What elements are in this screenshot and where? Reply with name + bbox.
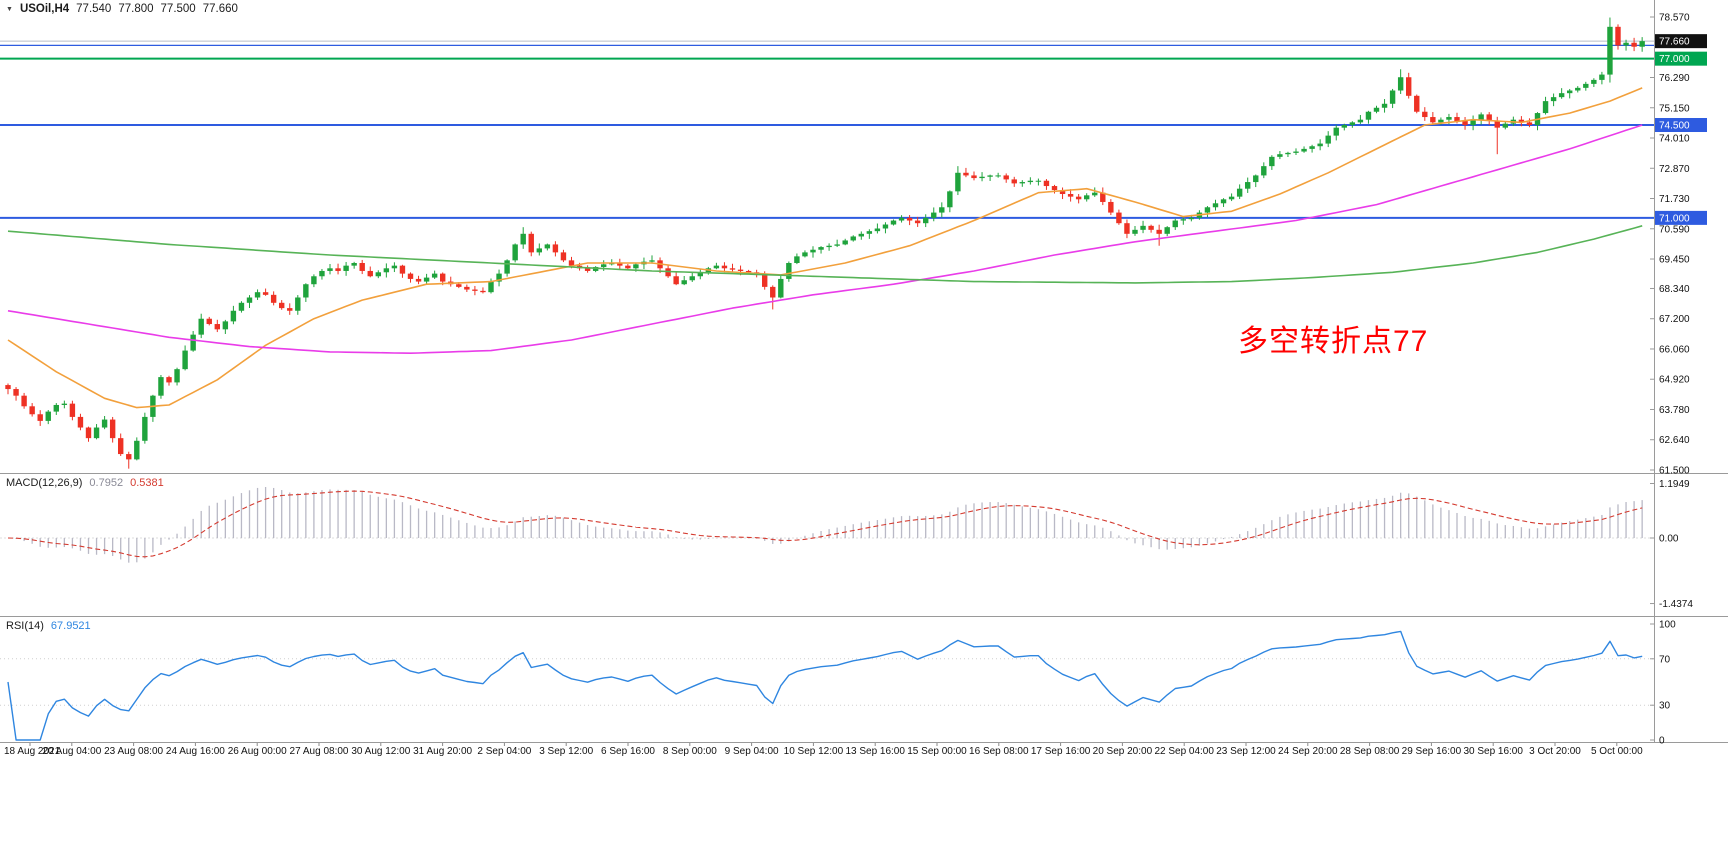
svg-text:67.200: 67.200 <box>1659 314 1690 325</box>
time-label: 27 Aug 08:00 <box>289 746 349 757</box>
macd-main-value: 0.7952 <box>89 477 124 489</box>
svg-text:30: 30 <box>1659 701 1671 712</box>
chart-dropdown-icon[interactable]: ▼ <box>6 5 13 13</box>
macd-signal-value: 0.5381 <box>130 477 164 489</box>
time-label: 8 Sep 00:00 <box>662 746 717 757</box>
svg-text:72.870: 72.870 <box>1659 164 1690 175</box>
svg-text:62.640: 62.640 <box>1659 435 1690 446</box>
price-axis[interactable] <box>1655 0 1728 766</box>
svg-text:-1.4374: -1.4374 <box>1659 599 1693 610</box>
time-label: 9 Sep 04:00 <box>724 746 779 757</box>
time-label: 10 Sep 12:00 <box>783 746 844 757</box>
time-label: 20 Sep 20:00 <box>1092 746 1153 757</box>
svg-text:61.500: 61.500 <box>1659 465 1690 476</box>
svg-text:76.290: 76.290 <box>1659 73 1690 84</box>
time-label: 22 Sep 04:00 <box>1154 746 1214 757</box>
svg-text:70: 70 <box>1659 654 1671 665</box>
time-label: 13 Sep 16:00 <box>845 746 905 757</box>
time-label: 30 Sep 16:00 <box>1463 746 1523 757</box>
quote-close: 77.660 <box>202 3 238 15</box>
symbol-period-label: USOil,H4 <box>19 3 70 15</box>
macd-indicator-label: MACD(12,26,9) <box>6 477 83 489</box>
rsi-indicator-label: RSI(14) <box>6 620 44 632</box>
svg-text:1.1949: 1.1949 <box>1659 479 1690 490</box>
svg-text:68.340: 68.340 <box>1659 284 1690 295</box>
svg-text:71.730: 71.730 <box>1659 194 1690 205</box>
time-label: 30 Aug 12:00 <box>351 746 411 757</box>
time-label: 17 Sep 16:00 <box>1030 746 1091 757</box>
time-label: 3 Sep 12:00 <box>539 746 594 757</box>
time-label: 18 Aug 2021 <box>4 746 61 757</box>
time-label: 6 Sep 16:00 <box>601 746 655 757</box>
time-label: 20 Aug 04:00 <box>42 746 102 757</box>
time-label: 26 Aug 00:00 <box>227 746 287 757</box>
time-label: 28 Sep 08:00 <box>1339 746 1400 757</box>
time-label: 15 Sep 00:00 <box>907 746 967 757</box>
time-axis[interactable]: 18 Aug 2021 20 Aug 04:00 23 Aug 08:00 24 Au… <box>0 746 1728 764</box>
svg-text:78.570: 78.570 <box>1659 13 1690 24</box>
time-label: 5 Oct 00:00 <box>1590 746 1643 757</box>
time-label: 3 Oct 20:00 <box>1529 746 1581 757</box>
time-label: 29 Sep 16:00 <box>1401 746 1462 757</box>
svg-text:69.450: 69.450 <box>1659 255 1690 266</box>
chart-annotation-text: 多空转折点77 <box>1238 325 1429 358</box>
time-label: 23 Sep 12:00 <box>1216 746 1276 757</box>
svg-text:64.920: 64.920 <box>1659 375 1690 386</box>
svg-text:74.500: 74.500 <box>1659 121 1690 132</box>
svg-text:70.590: 70.590 <box>1659 224 1690 235</box>
time-label: 31 Aug 20:00 <box>413 746 473 757</box>
symbol-quote-row: ▼ USOil,H4 77.540 77.800 77.500 77.660 <box>6 3 238 15</box>
macd-label-row: MACD(12,26,9) 0.7952 0.5381 <box>6 477 164 489</box>
time-label: 16 Sep 08:00 <box>969 746 1029 757</box>
svg-text:0: 0 <box>1659 736 1665 747</box>
svg-text:77.660: 77.660 <box>1659 37 1690 48</box>
svg-text:75.150: 75.150 <box>1659 103 1690 114</box>
svg-text:63.780: 63.780 <box>1659 405 1690 416</box>
rsi-label-row: RSI(14) 67.9521 <box>6 620 91 632</box>
quote-open: 77.540 <box>76 3 112 15</box>
rsi-value: 67.9521 <box>50 620 91 632</box>
svg-text:71.000: 71.000 <box>1659 213 1690 224</box>
svg-text:100: 100 <box>1659 620 1676 631</box>
svg-text:0.00: 0.00 <box>1659 534 1679 545</box>
quote-low: 77.500 <box>160 3 196 15</box>
quote-high: 77.800 <box>118 3 154 15</box>
chart-canvas[interactable]: 78.570 76.290 75.150 74.010 72.870 71.730 70.5… <box>0 0 1728 770</box>
svg-text:77.000: 77.000 <box>1659 54 1690 65</box>
svg-text:74.010: 74.010 <box>1659 134 1690 145</box>
time-label: 2 Sep 04:00 <box>477 746 532 757</box>
svg-text:66.060: 66.060 <box>1659 344 1690 355</box>
time-label: 24 Sep 20:00 <box>1278 746 1338 757</box>
time-label: 24 Aug 16:00 <box>165 746 225 757</box>
time-label: 23 Aug 08:00 <box>104 746 164 757</box>
